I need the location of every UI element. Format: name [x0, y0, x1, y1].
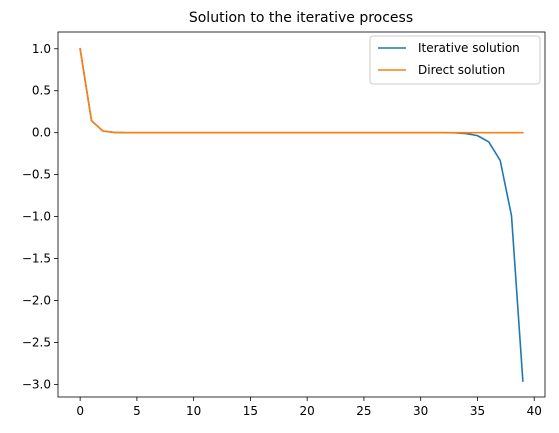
series-line-1 — [79, 47, 524, 134]
x-tick-label: 15 — [243, 404, 258, 418]
y-tick-label: −2.5 — [22, 335, 51, 349]
axes-frame — [57, 31, 546, 398]
legend-label-iterative: Iterative solution — [418, 41, 520, 55]
x-tick-label: 25 — [356, 404, 371, 418]
x-tick-label: 35 — [470, 404, 485, 418]
y-tick-label: −0.5 — [22, 168, 51, 182]
legend-box — [369, 35, 541, 85]
chart-title: Solution to the iterative process — [189, 10, 413, 26]
y-tick-label: −1.0 — [22, 210, 51, 224]
x-tick-label: 30 — [413, 404, 428, 418]
x-tick-label: 40 — [527, 404, 542, 418]
y-tick-label: −3.0 — [22, 377, 51, 391]
legend: Iterative solution Direct solution — [369, 35, 541, 85]
y-tick-label: 0.5 — [32, 84, 51, 98]
x-tick-label: 0 — [76, 404, 84, 418]
x-tick-label: 20 — [300, 404, 315, 418]
x-tick-label: 10 — [186, 404, 201, 418]
y-tick-label: −1.5 — [22, 252, 51, 266]
y-tick-label: 0.0 — [32, 126, 51, 140]
y-tick-label: −2.0 — [22, 294, 51, 308]
plot-area: 0 5 10 15 20 25 30 35 40 1.0 0.5 0.0 −0.5 −1.0 −1.5 −2.… — [22, 42, 542, 418]
x-tick-label: 5 — [133, 404, 141, 418]
y-tick-label: 1.0 — [32, 42, 51, 56]
legend-label-direct: Direct solution — [418, 63, 505, 77]
